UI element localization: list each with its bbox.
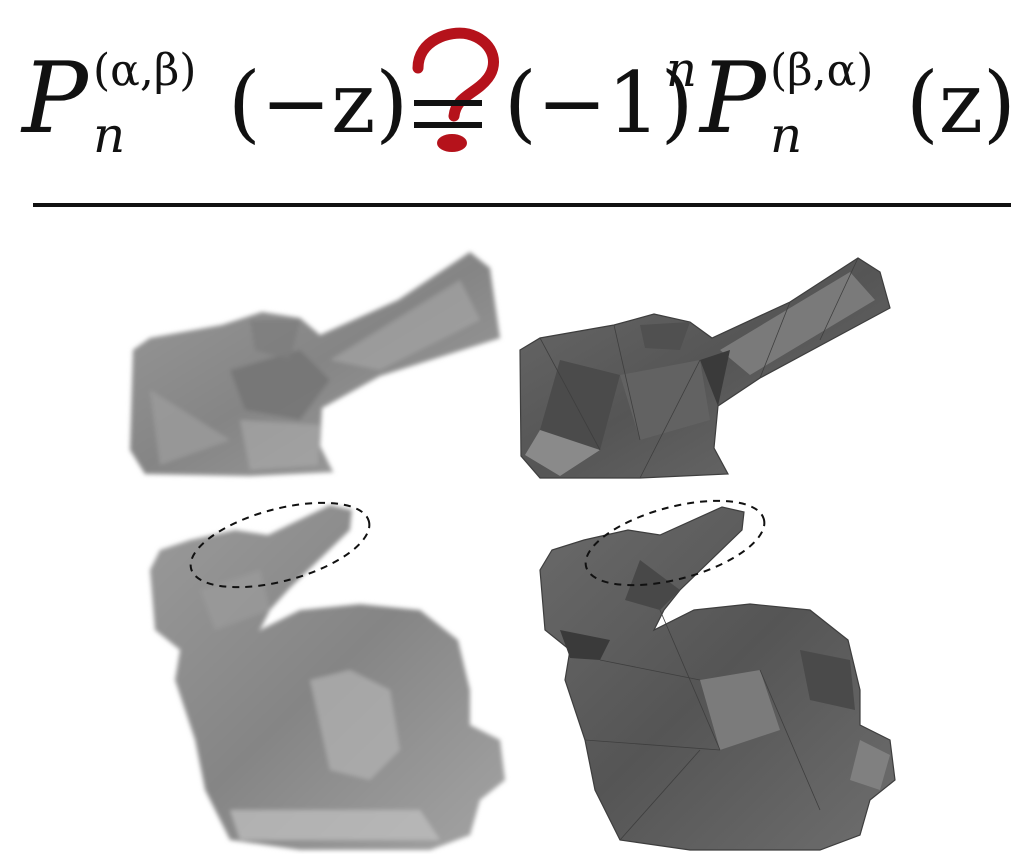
rhs-sign-exponent: n — [666, 42, 697, 98]
rhs-symbol: P — [698, 42, 768, 156]
highlight-ellipse-right — [584, 499, 766, 587]
highlight-ellipse-left — [189, 501, 371, 589]
bunny-figure — [0, 210, 1018, 854]
panel-top-right — [519, 257, 891, 479]
panel-bottom-left — [149, 504, 506, 851]
panel-top-left — [129, 251, 501, 477]
lhs-subscript: n — [93, 106, 125, 164]
rhs-sign-factor: (−1) — [504, 54, 693, 152]
separator-rule — [33, 203, 1011, 207]
relation-symbol — [412, 27, 499, 152]
lhs-superscript: (α,β) — [93, 45, 196, 96]
lhs-argument: (−z) — [228, 54, 408, 152]
question-mark-icon — [412, 27, 499, 122]
rhs-superscript: (β,α) — [770, 45, 873, 96]
rhs-subscript: n — [770, 106, 802, 164]
panel-bottom-right — [539, 506, 896, 851]
lhs-symbol: P — [20, 42, 90, 156]
equation: P (α,β) n (−z) (−1) n P (β,α) n (z) — [0, 0, 1018, 190]
rhs-argument: (z) — [906, 54, 1016, 152]
